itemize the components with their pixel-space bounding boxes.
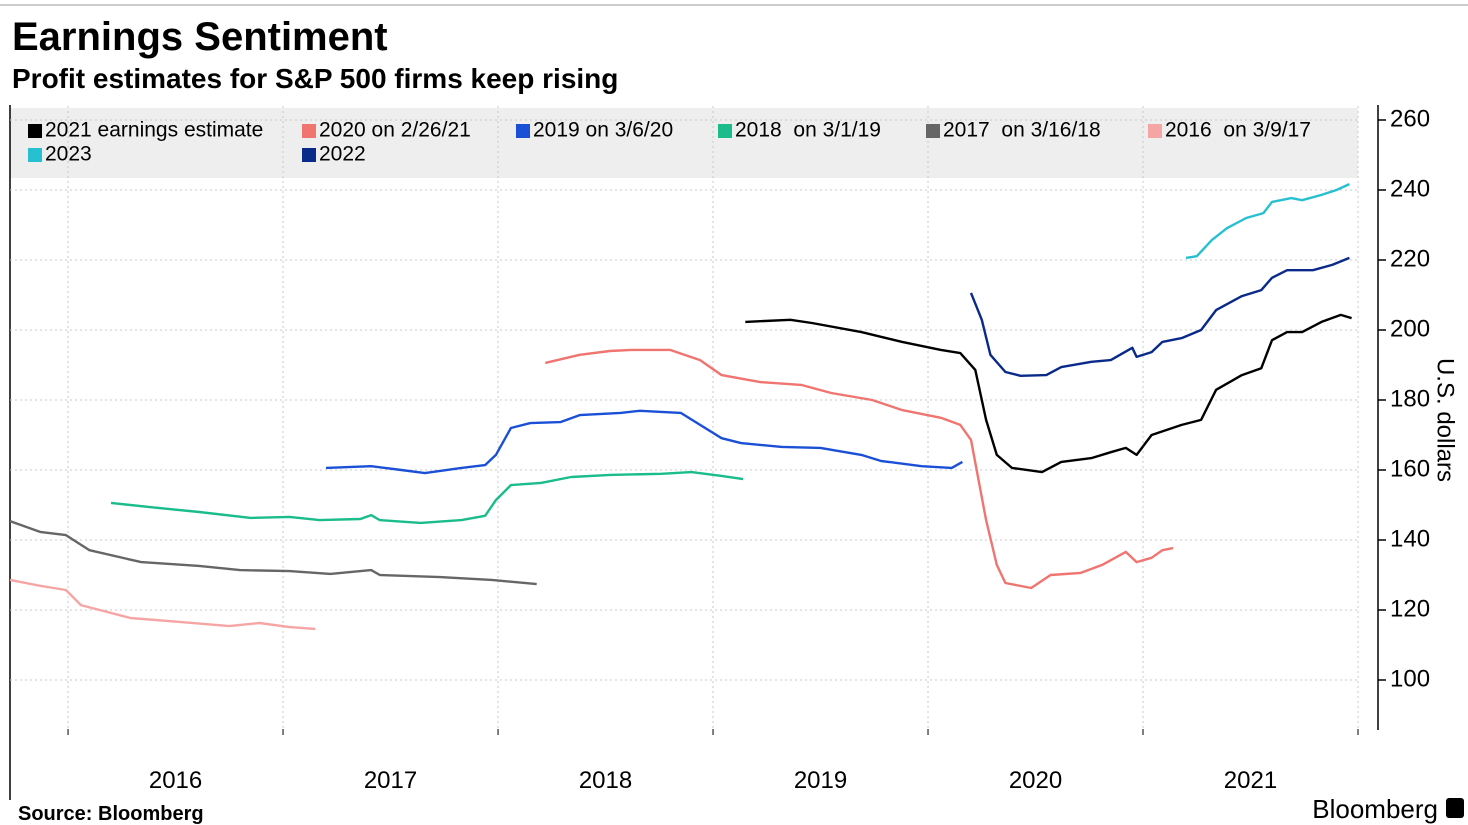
y-tick-label: 260: [1390, 105, 1430, 132]
series-line: [969, 256, 1350, 377]
legend-swatch: [302, 148, 316, 162]
series-line: [545, 348, 1174, 590]
x-tick-label: 2020: [1009, 767, 1062, 794]
y-tick-label: 100: [1390, 665, 1430, 692]
legend-swatch: [28, 148, 42, 162]
x-tick-label: 2018: [579, 767, 632, 794]
series-line: [9, 519, 537, 586]
legend-swatch: [28, 124, 42, 138]
source-note: Source: Bloomberg: [18, 803, 204, 825]
x-tick-label: 2019: [794, 767, 847, 794]
y-tick-label: 220: [1390, 245, 1430, 272]
x-tick-label: 2017: [364, 767, 417, 794]
legend-label: 2018 on 3/1/19: [735, 119, 881, 142]
y-axis-title: U.S. dollars: [1432, 358, 1459, 482]
brand: Bloomberg: [1312, 794, 1438, 824]
series-line: [1185, 183, 1350, 260]
chart-title: Earnings Sentiment: [12, 15, 388, 59]
legend-label: 2020 on 2/26/21: [319, 119, 471, 142]
legend-swatch: [718, 124, 732, 138]
series-line: [9, 578, 316, 631]
y-tick-label: 240: [1390, 175, 1430, 202]
y-tick-label: 120: [1390, 595, 1430, 622]
legend-label: 2023: [45, 143, 92, 166]
legend-label: 2016 on 3/9/17: [1165, 119, 1311, 142]
legend-swatch: [302, 124, 316, 138]
legend-swatch: [926, 124, 940, 138]
legend-swatch: [1148, 124, 1162, 138]
x-tick-label: 2016: [149, 767, 202, 794]
legend-label: 2017 on 3/16/18: [943, 119, 1101, 142]
brand-icon: [1446, 798, 1464, 818]
y-tick-label: 140: [1390, 525, 1430, 552]
legend-label: 2019 on 3/6/20: [533, 119, 673, 142]
legend-background: [10, 108, 1358, 178]
chart-subtitle: Profit estimates for S&P 500 firms keep …: [12, 63, 618, 94]
y-tick-label: 200: [1390, 315, 1430, 342]
y-tick-label: 180: [1390, 385, 1430, 412]
series-line: [745, 313, 1352, 474]
legend-swatch: [516, 124, 530, 138]
legend-label: 2022: [319, 143, 366, 166]
y-tick-label: 160: [1390, 455, 1430, 482]
x-tick-label: 2021: [1224, 767, 1277, 794]
legend-label: 2021 earnings estimate: [45, 119, 263, 142]
series-line: [110, 470, 744, 525]
series-line: [325, 409, 963, 475]
